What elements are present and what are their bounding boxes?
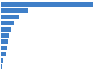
Bar: [1, 2, 93, 7]
Bar: [1, 39, 8, 44]
Bar: [1, 46, 7, 50]
Bar: [1, 52, 6, 56]
Bar: [1, 8, 28, 13]
Bar: [1, 21, 14, 25]
Bar: [1, 15, 18, 19]
Bar: [1, 33, 9, 38]
Bar: [1, 64, 2, 69]
Bar: [1, 58, 3, 63]
Bar: [1, 27, 11, 32]
